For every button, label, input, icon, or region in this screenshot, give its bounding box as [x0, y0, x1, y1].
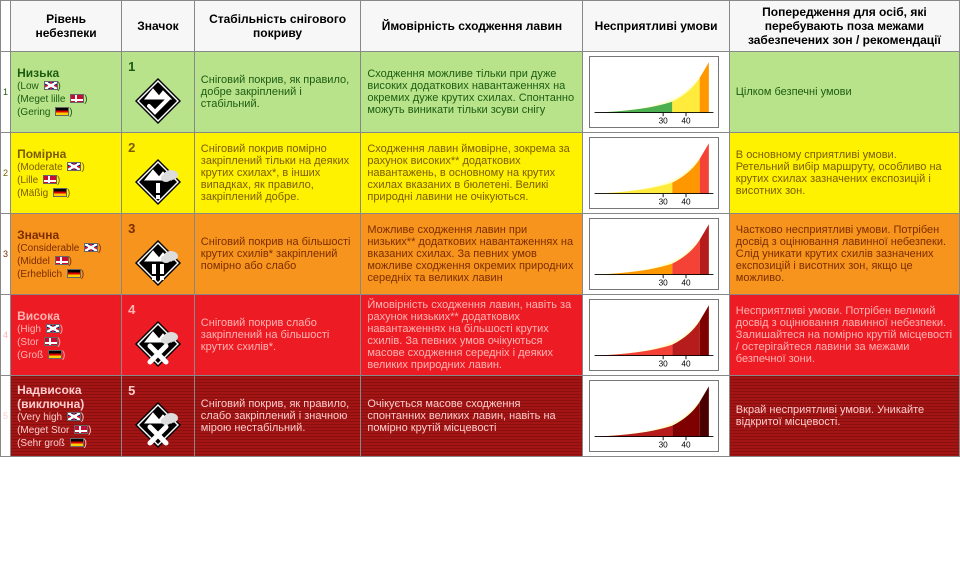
level-name: Надвисока (виключна)	[17, 383, 115, 411]
flag-dk-icon	[55, 256, 69, 265]
level-name: Висока	[17, 309, 115, 323]
level-name: Низька	[17, 66, 115, 80]
conditions-cell: 30 40	[583, 52, 729, 133]
flag-uk-icon	[67, 412, 81, 421]
row-number: 5	[1, 376, 11, 457]
probability-cell: Очікується масове сходження спонтанних в…	[361, 376, 583, 457]
header-conditions: Несприятливі умови	[583, 1, 729, 52]
level-name: Помірна	[17, 147, 115, 161]
stability-cell: Сніговий покрив помірно закріплений тіль…	[194, 133, 361, 214]
conditions-cell: 30 40	[583, 133, 729, 214]
level-translations: (High )(Stor )(Groß )	[17, 323, 115, 362]
svg-text:40: 40	[682, 360, 692, 369]
warning-cell: В основному сприятливі умови. Ретельний …	[729, 133, 959, 214]
hazard-icon	[133, 400, 183, 450]
svg-text:30: 30	[659, 117, 669, 126]
probability-cell: Сходження лавин ймовірне, зокрема за рах…	[361, 133, 583, 214]
flag-de-icon	[67, 269, 81, 278]
conditions-cell: 30 40	[583, 295, 729, 376]
hazard-icon	[133, 238, 183, 288]
level-translations: (Considerable )(Middel )(Erheblich )	[17, 242, 115, 281]
svg-text:40: 40	[682, 198, 692, 207]
level-row: 2 Помірна (Moderate )(Lille )(Mäßig ) 2 …	[1, 133, 960, 214]
level-name-cell: Надвисока (виключна) (Very high )(Meget …	[11, 376, 122, 457]
level-row: 5 Надвисока (виключна) (Very high )(Mege…	[1, 376, 960, 457]
header-icon: Значок	[122, 1, 195, 52]
probability-cell: Можливе сходження лавин при низьких** до…	[361, 214, 583, 295]
hazard-icon	[133, 76, 183, 126]
warning-cell: Частково несприятливі умови. Потрібен до…	[729, 214, 959, 295]
icon-cell: 4	[122, 295, 195, 376]
svg-text:30: 30	[659, 279, 669, 288]
probability-cell: Ймовірність сходження лавин, навіть за р…	[361, 295, 583, 376]
header-probability: Ймовірність сходження лавин	[361, 1, 583, 52]
hazard-icon	[133, 157, 183, 207]
level-name-cell: Значна (Considerable )(Middel )(Erheblic…	[11, 214, 122, 295]
level-number-badge: 2	[128, 140, 188, 155]
flag-de-icon	[70, 438, 84, 447]
flag-uk-icon	[44, 81, 58, 90]
danger-curve-chart: 30 40	[589, 299, 722, 371]
probability-cell: Сходження можливе тільки при дуже високи…	[361, 52, 583, 133]
level-name: Значна	[17, 228, 115, 242]
flag-uk-icon	[46, 324, 60, 333]
level-number-badge: 1	[128, 59, 188, 74]
icon-cell: 3	[122, 214, 195, 295]
stability-cell: Сніговий покрив, як правило, добре закрі…	[194, 52, 361, 133]
stability-cell: Сніговий покрив, як правило, слабо закрі…	[194, 376, 361, 457]
header-level: Рівень небезпеки	[11, 1, 122, 52]
level-name-cell: Висока (High )(Stor )(Groß )	[11, 295, 122, 376]
row-number: 3	[1, 214, 11, 295]
icon-cell: 2	[122, 133, 195, 214]
svg-text:30: 30	[659, 441, 669, 450]
level-number-badge: 4	[128, 302, 188, 317]
danger-curve-chart: 30 40	[589, 380, 722, 452]
hazard-icon	[133, 319, 183, 369]
conditions-cell: 30 40	[583, 376, 729, 457]
row-number: 1	[1, 52, 11, 133]
level-row: 3 Значна (Considerable )(Middel )(Erhebl…	[1, 214, 960, 295]
conditions-cell: 30 40	[583, 214, 729, 295]
svg-text:40: 40	[682, 279, 692, 288]
flag-dk-icon	[70, 94, 84, 103]
svg-text:40: 40	[682, 441, 692, 450]
level-translations: (Low )(Meget lille )(Gering )	[17, 80, 115, 119]
level-name-cell: Низька (Low )(Meget lille )(Gering )	[11, 52, 122, 133]
danger-curve-chart: 30 40	[589, 218, 722, 290]
level-translations: (Very high )(Meget Stor )(Sehr groß )	[17, 411, 115, 450]
flag-de-icon	[55, 107, 69, 116]
row-number: 4	[1, 295, 11, 376]
header-warning: Попередження для осіб, які перебувають п…	[729, 1, 959, 52]
svg-text:30: 30	[659, 360, 669, 369]
level-name-cell: Помірна (Moderate )(Lille )(Mäßig )	[11, 133, 122, 214]
header-blank	[1, 1, 11, 52]
level-number-badge: 3	[128, 221, 188, 236]
danger-curve-chart: 30 40	[589, 137, 722, 209]
warning-cell: Несприятливі умови. Потрібен великий дос…	[729, 295, 959, 376]
flag-uk-icon	[84, 243, 98, 252]
flag-dk-icon	[43, 175, 57, 184]
level-translations: (Moderate )(Lille )(Mäßig )	[17, 161, 115, 200]
flag-de-icon	[53, 188, 67, 197]
flag-dk-icon	[74, 425, 88, 434]
svg-text:40: 40	[682, 117, 692, 126]
warning-cell: Цілком безпечні умови	[729, 52, 959, 133]
header-row: Рівень небезпеки Значок Стабільність сні…	[1, 1, 960, 52]
level-row: 1 Низька (Low )(Meget lille )(Gering ) 1…	[1, 52, 960, 133]
flag-uk-icon	[67, 162, 81, 171]
level-number-badge: 5	[128, 383, 188, 398]
header-stability: Стабільність снігового покриву	[194, 1, 361, 52]
danger-curve-chart: 30 40	[589, 56, 722, 128]
icon-cell: 5	[122, 376, 195, 457]
icon-cell: 1	[122, 52, 195, 133]
svg-text:30: 30	[659, 198, 669, 207]
row-number: 2	[1, 133, 11, 214]
warning-cell: Вкрай несприятливі умови. Уникайте відкр…	[729, 376, 959, 457]
level-row: 4 Висока (High )(Stor )(Groß ) 4 Снігови…	[1, 295, 960, 376]
avalanche-danger-table: Рівень небезпеки Значок Стабільність сні…	[0, 0, 960, 457]
stability-cell: Сніговий покрив на більшості крутих схил…	[194, 214, 361, 295]
flag-de-icon	[48, 350, 62, 359]
flag-dk-icon	[44, 337, 58, 346]
stability-cell: Сніговий покрив слабо закріплений на біл…	[194, 295, 361, 376]
